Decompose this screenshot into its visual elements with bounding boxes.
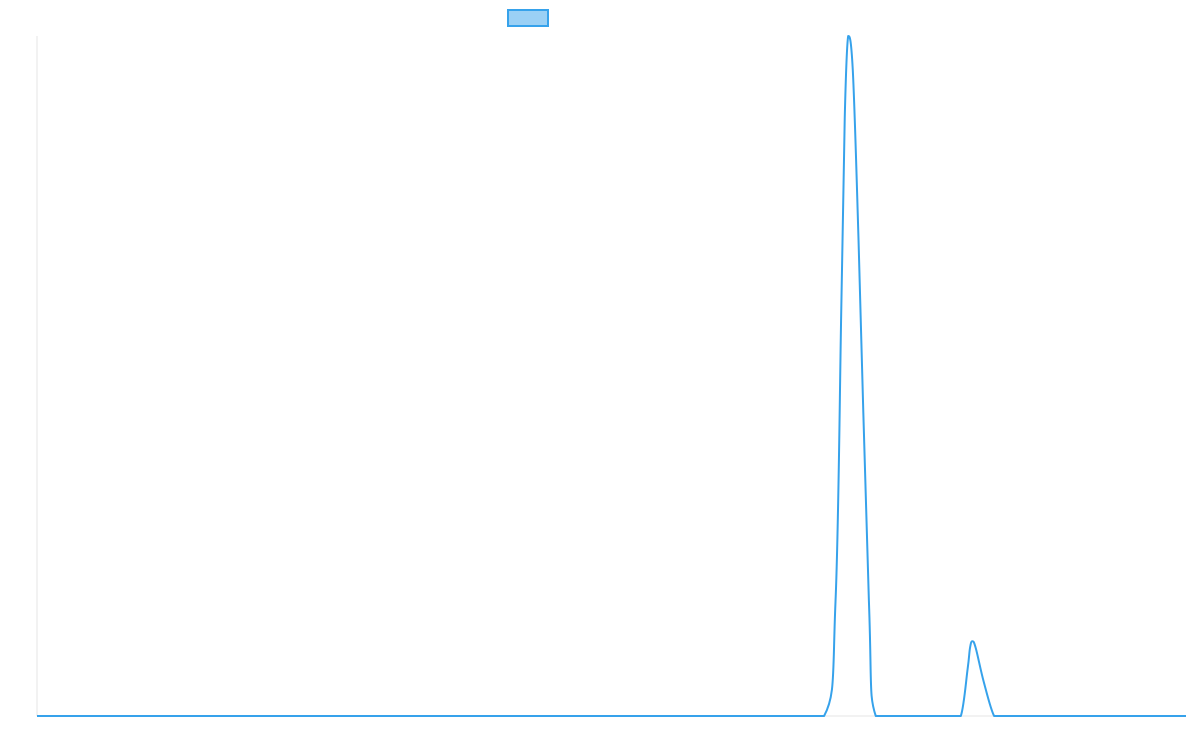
axes — [36, 36, 1186, 717]
legend-swatch-0[interactable] — [507, 9, 549, 27]
series-line-0 — [37, 35, 1186, 718]
legend[interactable] — [507, 9, 549, 27]
series-layer — [37, 35, 1186, 718]
